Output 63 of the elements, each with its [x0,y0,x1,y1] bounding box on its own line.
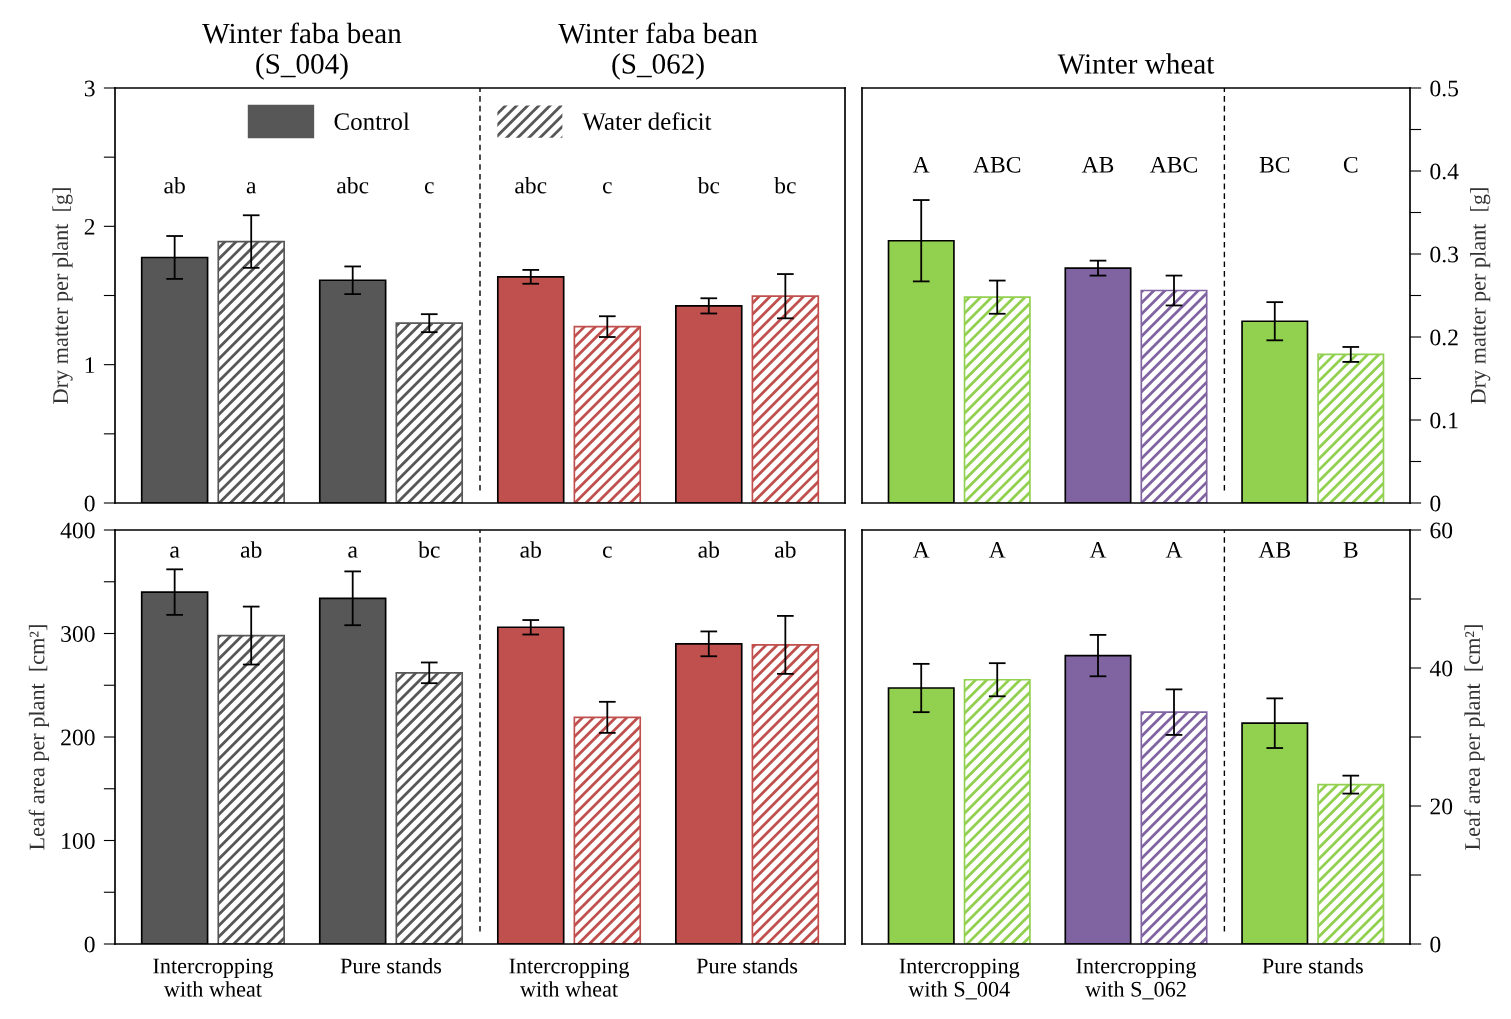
x-tick-label: Pure stands [696,957,798,974]
annotation: bc [774,176,796,194]
annotation: a [348,546,358,558]
annotation: ab [775,541,796,558]
y-axis-title: Dry matter per plant [g] [52,188,73,404]
y-tick-label: 100 [62,832,95,849]
x-tick-label: Intercropping with wheat [509,958,630,997]
y-tick-label: 0.3 [1430,246,1459,263]
y-tick-label: 300 [61,625,95,642]
annotation: A [1089,542,1107,558]
annotation: AB [1081,156,1114,173]
annotation: a [246,182,257,194]
y-tick-label: 0.4 [1430,163,1459,180]
annotation: A [1165,542,1183,558]
annotation: c [602,546,612,558]
y-axis-title: Dry matter per plant [g] [1470,188,1491,404]
annotation: BC [1259,156,1290,173]
y-tick-label: 400 [60,522,95,539]
annotation: A [912,542,930,558]
annotation: ab [698,541,720,558]
y-tick-label: 2 [84,218,95,235]
annotation: A [912,156,930,173]
annotation: ab [520,541,541,558]
chart-title: Winter faba bean (S_004) [202,22,402,80]
y-tick-label: 0.5 [1430,80,1459,97]
y-axis-title: Leaf area per plant [cm²] [1464,625,1485,850]
annotation: A [988,542,1006,558]
annotation: bc [697,176,720,194]
y-tick-label: 60 [1430,522,1453,539]
y-tick-label: 0 [84,495,95,512]
y-tick-label: 0 [1430,495,1441,512]
x-tick-label: Pure stands [340,957,442,974]
annotation: C [1343,156,1358,173]
chart-subtitle: Winter faba bean (S_062) [558,22,758,80]
legend-label: Water deficit [582,112,712,131]
y-tick-label: 200 [61,729,95,746]
legend-label: Control [334,112,410,130]
y-tick-label: 1 [85,357,95,373]
annotation: ABC [1149,156,1197,173]
annotation: bc [418,541,440,558]
x-tick-label: Pure stands [1262,957,1363,974]
y-axis-title: Leaf area per plant [cm²] [28,625,50,850]
chart-title: Winter wheat [1057,53,1215,74]
y-tick-label: 0 [84,936,95,953]
annotation: c [602,182,612,194]
annotation: B [1343,542,1358,558]
annotation: ab [164,176,185,194]
y-tick-label: 0.1 [1430,412,1458,429]
annotation: ABC [973,156,1021,173]
y-tick-label: 0.2 [1430,329,1458,346]
annotation: ab [240,541,262,558]
annotation: abc [515,176,547,194]
x-tick-label: Intercropping with S_062 [1076,958,1197,1000]
x-tick-label: Intercropping with wheat [153,958,273,997]
y-tick-label: 3 [84,80,95,97]
annotation: AB [1258,542,1291,558]
annotation: abc [337,176,369,194]
y-tick-label: 40 [1429,660,1453,677]
x-tick-label: Intercropping with S_004 [899,958,1020,1000]
annotation: a [170,546,180,558]
y-tick-label: 0 [1430,936,1441,953]
annotation: c [424,182,434,194]
y-tick-label: 20 [1430,798,1453,815]
